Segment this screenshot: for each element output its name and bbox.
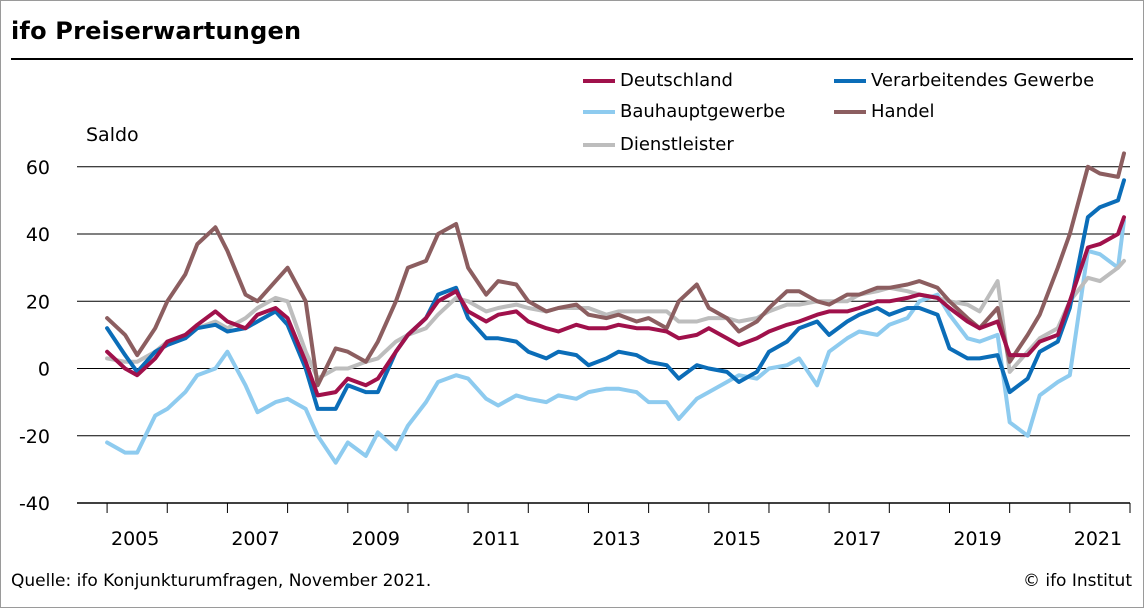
x-tick-label: 2021 (1074, 528, 1122, 550)
y-axis-tick-labels: 60 40 20 0 -20 -40 (19, 157, 50, 515)
legend-label: Bauhauptgewerbe (620, 101, 786, 122)
y-tick-label: 20 (26, 291, 50, 313)
legend-swatch (583, 110, 615, 114)
y-tick-label: 60 (26, 157, 50, 179)
y-axis-label: Saldo (86, 124, 139, 146)
y-tick-label: -20 (19, 426, 50, 448)
x-tick-label: 2011 (472, 528, 520, 550)
series-line-deutschland (105, 215, 1126, 398)
x-axis (77, 502, 1131, 513)
y-tick-label: -40 (19, 493, 50, 515)
series-lines (105, 151, 1126, 465)
x-tick-label: 2009 (352, 528, 400, 550)
x-tick-label: 2007 (231, 528, 279, 550)
x-tick-label: 2015 (713, 528, 761, 550)
x-tick-label: 2017 (833, 528, 881, 550)
grid-lines (77, 166, 1130, 437)
series-line-bauhauptgewerbe (105, 218, 1126, 465)
legend-label: Handel (871, 101, 935, 122)
source-note: Quelle: ifo Konjunkturumfragen, November… (11, 571, 432, 591)
legend-label: Dienstleister (620, 134, 734, 155)
x-tick-label: 2005 (111, 528, 159, 550)
series-line-verarbeitendes-gewerbe (105, 178, 1126, 411)
x-axis-tick-labels: 2005 2007 2009 2011 2013 2015 2017 2019 2021 (111, 528, 1122, 550)
copyright: © ifo Institut (1022, 571, 1132, 591)
chart-title: ifo Preiserwartungen (11, 17, 302, 45)
series-line-dienstleister (105, 258, 1126, 381)
legend-swatch (583, 143, 615, 147)
legend-label: Deutschland (620, 70, 733, 91)
x-tick-label: 2013 (592, 528, 640, 550)
y-tick-label: 40 (26, 224, 50, 246)
legend-swatch (834, 79, 866, 83)
series-line-handel (105, 151, 1126, 388)
title-rule (11, 58, 1133, 60)
legend-swatch (834, 110, 866, 114)
legend-swatch (583, 79, 615, 83)
x-tick-label: 2019 (953, 528, 1001, 550)
y-tick-label: 0 (38, 359, 50, 381)
legend-label: Verarbeitendes Gewerbe (871, 70, 1095, 91)
